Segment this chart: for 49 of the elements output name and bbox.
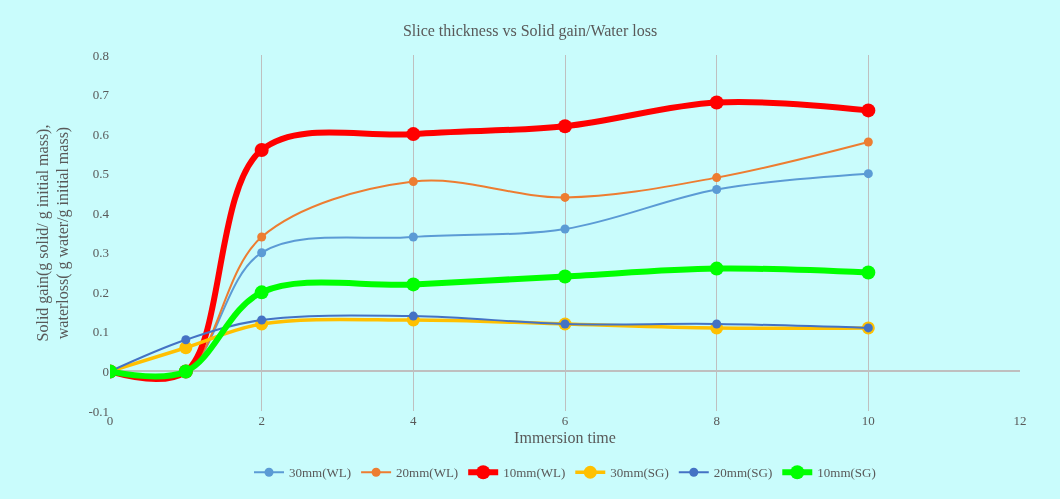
legend-label: 10mm(WL) [503,465,566,481]
chart-title: Slice thickness vs Solid gain/Water loss [402,22,658,41]
point [257,315,267,325]
y-tick-label: 0.6 [92,126,110,142]
point [560,192,570,202]
x-tick-label: 2 [258,413,265,428]
y-tick-label: 0.3 [92,245,109,261]
x-tick-label: 10 [861,413,875,428]
point [712,173,722,183]
y-tick-label: 0.1 [92,324,109,340]
point [560,224,570,234]
point [408,311,418,321]
y-tick-label: 0.4 [92,205,110,221]
point [863,137,873,147]
x-tick-label: 12 [1013,413,1027,428]
point [558,269,572,284]
point [254,285,269,300]
point [181,335,191,345]
y-tick-label: -0.1 [88,403,109,419]
y-tick-label: 0.7 [92,87,110,103]
point [861,103,876,118]
y-tick-label: 0.8 [92,47,109,63]
legend-label: 10mm(SG) [817,465,876,481]
point [257,232,267,242]
legend-label: 30mm(WL) [289,465,352,481]
point [408,177,418,187]
point [861,265,876,280]
point [257,248,267,258]
legend-label: 20mm(WL) [396,465,459,481]
y-tick-label: 0 [102,363,109,379]
point [408,232,418,242]
point [406,277,421,292]
x-axis-title: Immersion time [514,428,616,446]
y-tick-label: 0.2 [92,284,109,300]
x-tick-label: 4 [410,413,418,428]
point [712,319,722,329]
legend-label: 30mm(SG) [610,465,669,481]
x-tick-label: 6 [561,413,569,428]
point [254,142,269,157]
point [863,169,873,179]
point [712,184,722,194]
legend-label: 20mm(SG) [713,465,773,481]
point [406,127,421,142]
y-tick-label: 0.5 [92,166,109,182]
point [709,261,724,276]
x-tick-label: 8 [713,413,720,428]
y-axis-title: Solid gain(g solid/ g initial mass), waterloss( g water/g initial mass) [33,124,73,342]
point [709,95,724,110]
point [558,119,572,134]
